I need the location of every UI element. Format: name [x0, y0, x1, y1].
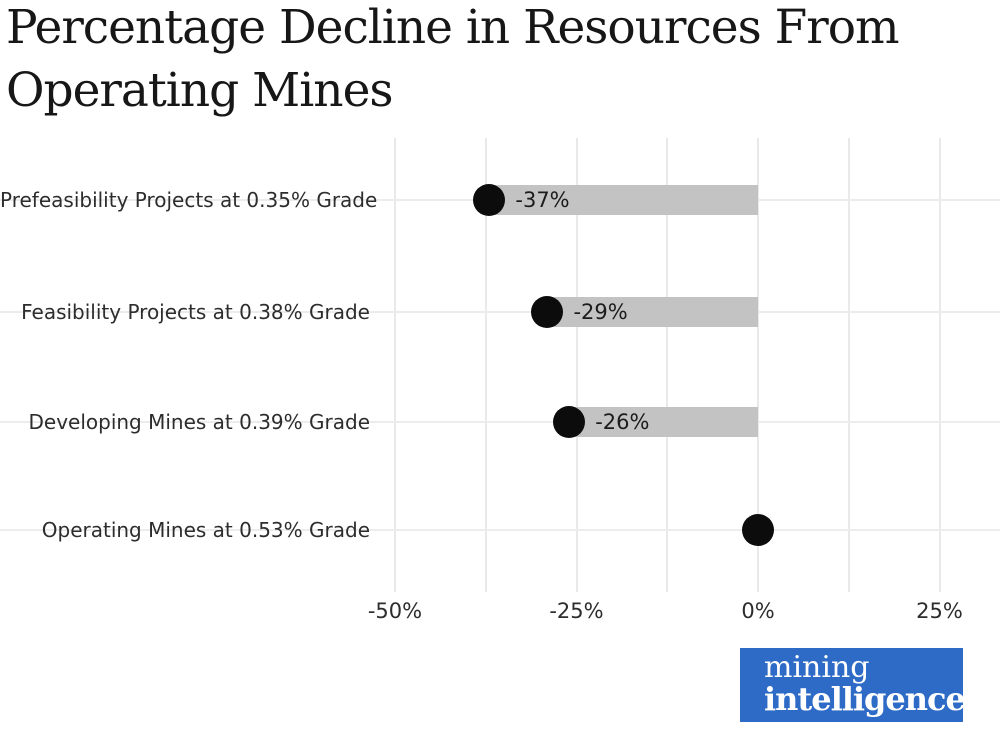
category-label: Prefeasibility Projects at 0.35% Grade — [0, 188, 378, 212]
x-tick-label: 25% — [916, 599, 963, 623]
x-tick-label: 0% — [741, 599, 775, 623]
gridline-vertical — [575, 138, 578, 592]
data-point-dot — [531, 296, 564, 328]
gridline-vertical — [484, 138, 487, 592]
logo-text-intelligence: intelligence — [764, 680, 966, 718]
x-tick-label: -25% — [549, 599, 604, 623]
gridline-vertical — [938, 138, 941, 592]
category-label: Developing Mines at 0.39% Grade — [28, 410, 370, 434]
bar — [489, 185, 758, 215]
gridline-horizontal — [0, 421, 1000, 423]
gridline-horizontal — [0, 311, 1000, 313]
data-point-dot — [742, 514, 774, 546]
chart-title: Percentage Decline in Resources From Ope… — [6, 0, 900, 122]
bar-value-label: -26% — [595, 410, 650, 434]
bar — [547, 297, 758, 327]
logo-text-mining: mining — [764, 650, 870, 685]
chart-title-line-1: Percentage Decline in Resources From — [6, 0, 900, 55]
bar — [569, 407, 758, 437]
category-label: Feasibility Projects at 0.38% Grade — [21, 300, 370, 324]
bar-value-label: -29% — [573, 300, 628, 324]
chart-title-line-2: Operating Mines — [6, 63, 393, 118]
data-point-dot — [473, 184, 506, 216]
data-point-dot — [553, 406, 586, 438]
gridline-vertical — [666, 138, 669, 592]
x-tick-label: -50% — [367, 599, 423, 623]
gridline-vertical — [847, 138, 850, 592]
gridline-horizontal — [0, 529, 1000, 531]
bar-value-label: -37% — [515, 188, 570, 212]
gridline-vertical — [394, 138, 396, 592]
gridline-vertical — [757, 138, 759, 592]
category-label: Operating Mines at 0.53% Grade — [41, 518, 370, 542]
mining-intelligence-logo: mining intelligence — [740, 648, 966, 722]
